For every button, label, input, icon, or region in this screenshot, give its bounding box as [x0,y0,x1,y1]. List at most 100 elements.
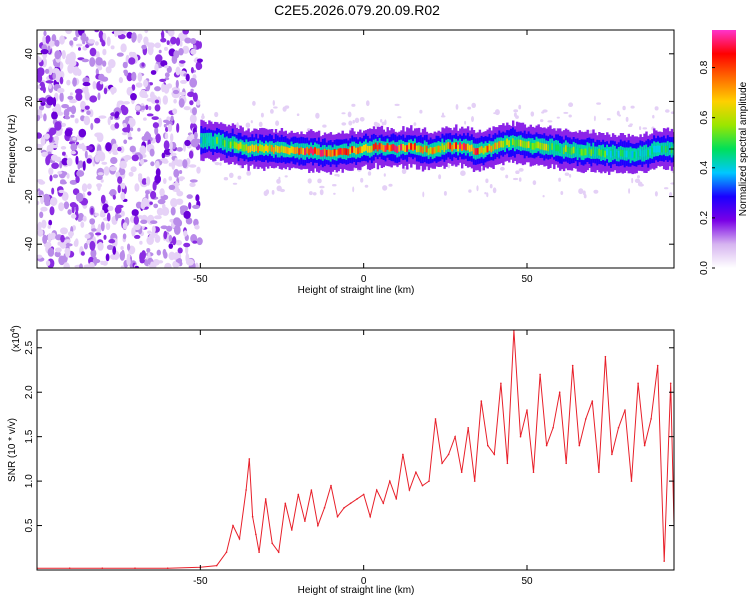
trace-cell [335,149,338,157]
noise-speckle [59,160,63,169]
noise-speckle [154,104,161,112]
snr-point [611,453,613,456]
faint-speckle [542,195,545,198]
trace-cell [615,151,619,159]
faint-speckle [315,112,320,119]
noise-speckle [150,190,157,200]
trace-cell [365,144,368,151]
trace-cell [561,146,564,154]
trace-cell [508,140,511,147]
noise-speckle [185,245,189,255]
trace-cell [355,147,358,155]
snr-multiplier-close: ) [11,325,22,328]
noise-speckle [137,35,142,44]
noise-speckle [82,40,86,45]
noise-speckle [81,36,88,42]
noise-speckle [80,251,85,256]
trace-cell [457,144,460,152]
trace-cell [576,148,580,156]
noise-speckle [135,82,143,88]
trace-cell [549,143,552,151]
noise-speckle [177,247,183,254]
trace-cell [351,146,354,153]
noise-speckle [54,50,61,60]
trace-cell [623,150,627,158]
noise-speckle [58,189,65,194]
trace-cell [539,142,542,150]
noise-speckle [196,166,201,174]
noise-speckle [122,61,128,69]
noise-speckle [63,262,70,268]
snr-point [545,444,548,447]
noise-speckle [61,104,69,109]
noise-speckle [60,146,67,150]
noise-speckle [106,36,111,47]
noise-speckle [126,31,133,39]
noise-speckle [164,132,169,140]
faint-speckle [272,100,275,106]
faint-speckle [541,111,545,114]
noise-speckle [168,251,176,261]
noise-speckle [122,222,128,230]
noise-speckle [69,202,77,208]
faint-speckle [547,120,553,123]
spectrogram-x-ticks: -50 0 50 [193,30,533,285]
faint-speckle [201,113,204,116]
noise-speckle [96,132,104,143]
snr-point [336,515,339,518]
noise-speckle [89,240,96,251]
snr-y-multiplier: (x104) [10,325,22,352]
trace-cell [643,150,646,157]
noise-speckle [90,122,94,131]
trace-cell [306,147,309,154]
noise-speckle [160,37,167,43]
noise-speckle [97,65,103,71]
trace-cell [361,146,364,153]
trace-cell [343,148,346,155]
noise-speckle [63,201,70,210]
noise-speckle [183,230,188,237]
trace-cell [515,139,519,147]
spectrogram-x-tick-label: -50 [193,274,208,285]
faint-speckle [484,192,487,195]
trace-cell [455,142,458,149]
noise-speckle [84,105,90,110]
noise-speckle [141,250,147,260]
noise-speckle [157,198,166,205]
noise-speckle [163,123,167,128]
noise-speckle [144,30,149,34]
snr-y-tick-label: 2.5 [24,340,35,354]
snr-point [558,391,561,394]
noise-speckle [107,117,111,126]
colorbar-tick-label: 0.4 [699,160,710,174]
trace-cell [329,150,333,157]
trace-cell [341,148,344,156]
noise-speckle [80,221,85,228]
snr-point [317,524,319,527]
noise-speckle [150,161,155,167]
noise-speckle [122,101,130,105]
faint-speckle [354,117,360,124]
noise-speckle [168,184,176,190]
noise-speckle [183,242,191,248]
noise-speckle [175,258,181,263]
noise-speckle [185,217,193,225]
faint-speckle [532,180,537,186]
noise-speckle [70,105,77,115]
noise-speckle [47,247,55,257]
noise-speckle [167,30,172,35]
noise-speckle [150,70,157,75]
faint-speckle [319,185,325,189]
snr-point [565,462,567,465]
snr-point [225,551,228,553]
snr-y-axis-label: SNR (10 * v/v) [7,418,18,482]
faint-speckle [307,178,312,184]
snr-point [598,471,600,474]
faint-speckle [558,177,561,182]
faint-speckle [631,177,634,184]
noise-speckle [145,176,151,186]
noise-speckle [141,178,148,185]
noise-speckle [190,88,194,93]
noise-speckle [140,201,146,210]
noise-speckle [65,243,73,247]
